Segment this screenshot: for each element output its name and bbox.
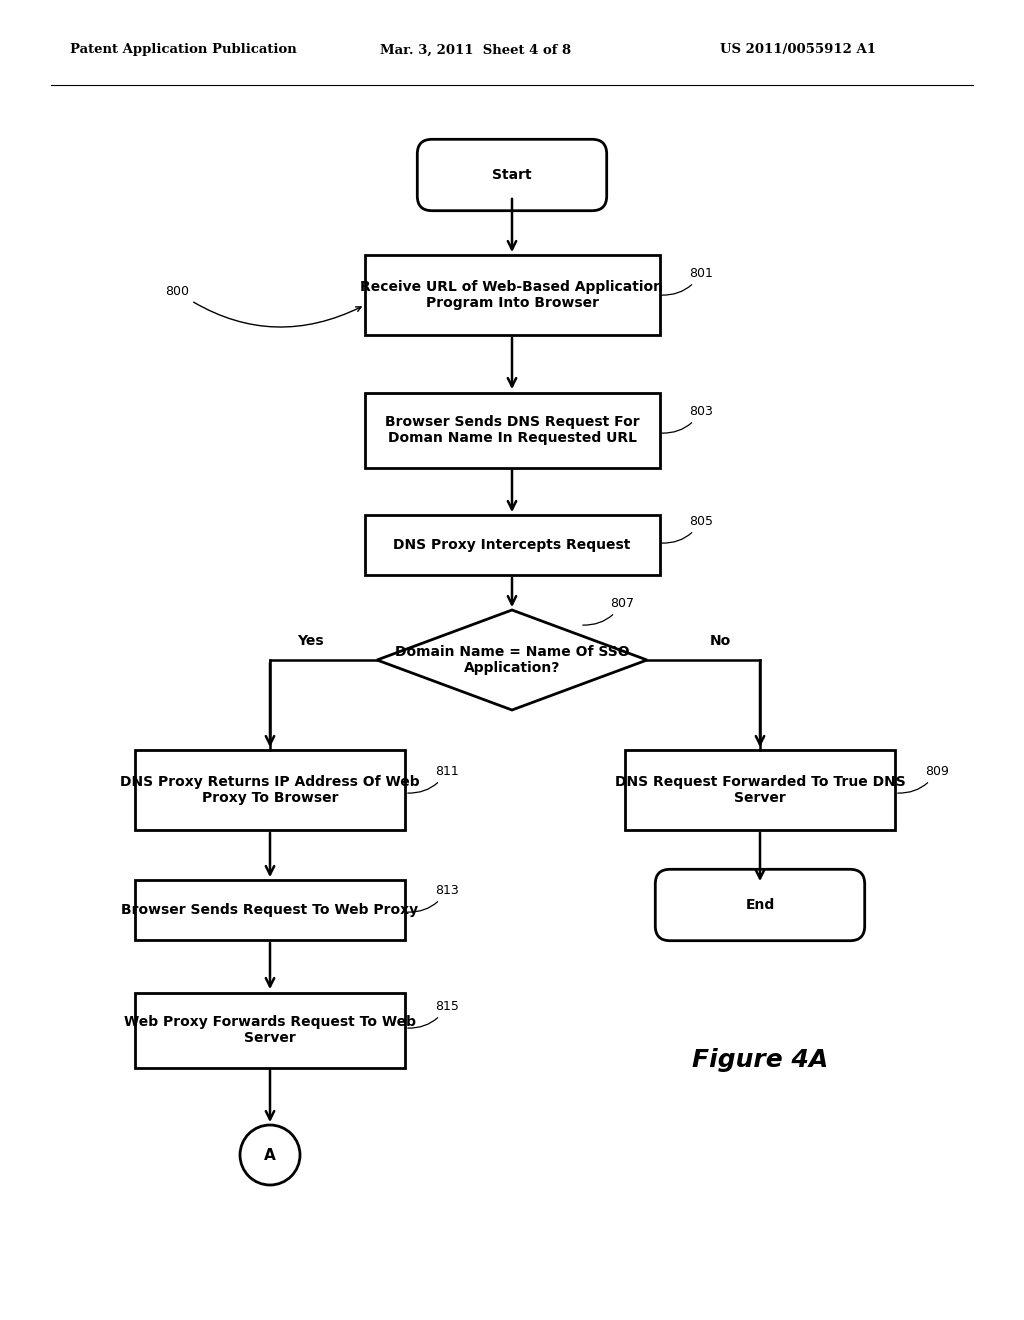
Bar xyxy=(135,750,406,830)
Text: Web Proxy Forwards Request To Web
Server: Web Proxy Forwards Request To Web Server xyxy=(124,1015,416,1045)
Text: No: No xyxy=(710,634,731,648)
Bar xyxy=(365,392,659,467)
Text: 800: 800 xyxy=(165,285,361,327)
Text: Mar. 3, 2011  Sheet 4 of 8: Mar. 3, 2011 Sheet 4 of 8 xyxy=(380,44,571,57)
Text: Patent Application Publication: Patent Application Publication xyxy=(70,44,297,57)
Text: DNS Request Forwarded To True DNS
Server: DNS Request Forwarded To True DNS Server xyxy=(614,775,905,805)
Bar xyxy=(365,255,659,335)
Text: Yes: Yes xyxy=(297,634,324,648)
Text: 805: 805 xyxy=(662,515,713,543)
FancyBboxPatch shape xyxy=(655,870,864,941)
FancyBboxPatch shape xyxy=(418,140,606,211)
Bar xyxy=(365,515,659,576)
Text: A: A xyxy=(264,1147,275,1163)
Text: 807: 807 xyxy=(583,597,634,626)
Text: 803: 803 xyxy=(662,405,713,433)
Text: Domain Name = Name Of SSO
Application?: Domain Name = Name Of SSO Application? xyxy=(394,645,630,675)
Text: Browser Sends Request To Web Proxy: Browser Sends Request To Web Proxy xyxy=(122,903,419,917)
Text: DNS Proxy Intercepts Request: DNS Proxy Intercepts Request xyxy=(393,539,631,552)
Text: Figure 4A: Figure 4A xyxy=(692,1048,828,1072)
Text: 813: 813 xyxy=(408,884,459,912)
Bar xyxy=(135,880,406,940)
Text: 809: 809 xyxy=(898,766,949,793)
Text: End: End xyxy=(745,898,774,912)
Text: Start: Start xyxy=(493,168,531,182)
Polygon shape xyxy=(377,610,647,710)
Bar xyxy=(625,750,895,830)
Text: 815: 815 xyxy=(408,1001,459,1028)
Text: 801: 801 xyxy=(662,267,713,296)
Text: DNS Proxy Returns IP Address Of Web
Proxy To Browser: DNS Proxy Returns IP Address Of Web Prox… xyxy=(120,775,420,805)
Text: 811: 811 xyxy=(408,766,459,793)
Bar xyxy=(135,993,406,1068)
Text: Browser Sends DNS Request For
Doman Name In Requested URL: Browser Sends DNS Request For Doman Name… xyxy=(385,414,639,445)
Text: Receive URL of Web-Based Application
Program Into Browser: Receive URL of Web-Based Application Pro… xyxy=(360,280,664,310)
Circle shape xyxy=(240,1125,300,1185)
Text: US 2011/0055912 A1: US 2011/0055912 A1 xyxy=(720,44,876,57)
